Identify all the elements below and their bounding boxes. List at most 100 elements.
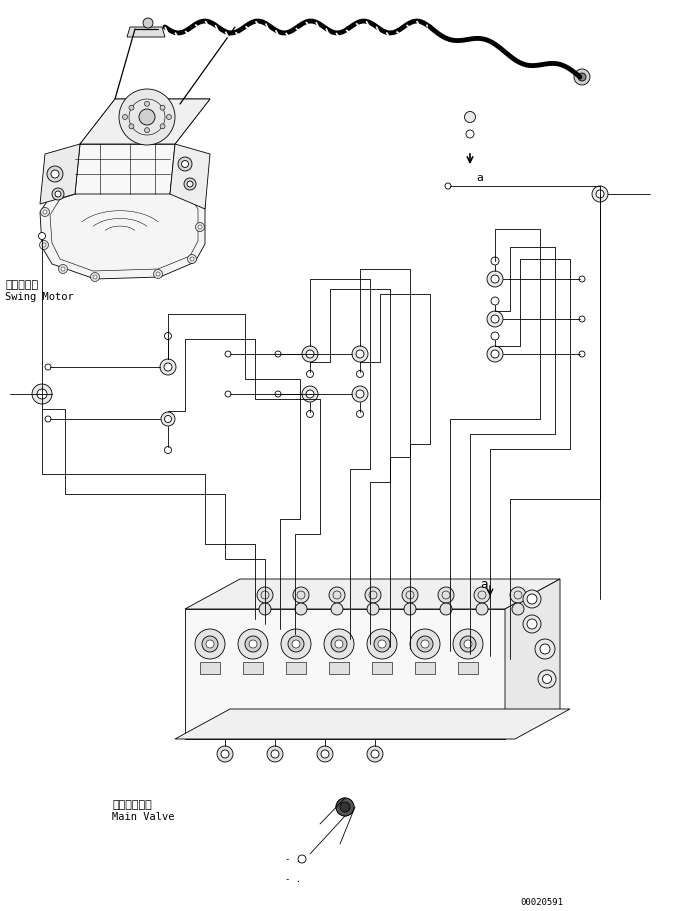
Circle shape [188,255,197,264]
Circle shape [249,640,257,649]
Circle shape [42,244,46,248]
Circle shape [592,187,608,203]
Circle shape [178,158,192,172]
Text: Main Valve: Main Valve [112,811,175,821]
Circle shape [491,315,499,323]
Circle shape [45,416,51,423]
Circle shape [336,798,354,816]
Circle shape [321,750,329,758]
Circle shape [156,185,160,189]
Circle shape [295,603,307,615]
Circle shape [267,746,283,763]
Circle shape [184,179,196,190]
Circle shape [510,588,526,603]
Circle shape [160,106,165,111]
Circle shape [535,640,555,660]
Circle shape [45,364,51,371]
Circle shape [402,588,418,603]
Circle shape [421,640,429,649]
Circle shape [384,726,394,736]
Circle shape [331,603,343,615]
Circle shape [293,588,309,603]
Circle shape [55,192,61,198]
Circle shape [221,750,229,758]
Circle shape [367,630,397,660]
Circle shape [523,590,541,609]
Text: Swing Motor: Swing Motor [5,292,74,302]
Circle shape [540,644,550,654]
Circle shape [491,298,499,306]
Circle shape [190,194,194,198]
Circle shape [317,746,333,763]
Circle shape [445,184,451,189]
Circle shape [579,317,585,322]
Circle shape [212,729,218,733]
Circle shape [543,675,551,684]
Circle shape [202,636,218,652]
Text: 00020591: 00020591 [520,897,563,906]
Circle shape [166,116,171,120]
Circle shape [238,630,268,660]
Circle shape [58,265,68,274]
Text: メインバルブ: メインバルブ [112,799,152,809]
Circle shape [153,271,162,279]
Bar [372,662,392,674]
Circle shape [578,74,586,82]
Circle shape [190,258,194,261]
Circle shape [90,181,99,190]
Circle shape [161,413,175,426]
Circle shape [352,386,368,403]
Text: 旋回モータ: 旋回モータ [5,280,38,290]
Circle shape [182,161,188,169]
Circle shape [527,594,537,604]
Circle shape [160,360,176,375]
Circle shape [195,630,225,660]
Circle shape [40,209,49,217]
Circle shape [40,241,49,251]
Circle shape [275,392,281,397]
Circle shape [579,352,585,358]
Circle shape [52,189,64,200]
Circle shape [440,603,452,615]
Circle shape [271,729,275,733]
Circle shape [491,258,499,266]
Circle shape [271,750,279,758]
Circle shape [139,110,155,126]
Polygon shape [127,28,165,38]
Circle shape [438,588,454,603]
Circle shape [93,276,97,280]
Circle shape [335,640,343,649]
Circle shape [187,182,193,188]
Circle shape [487,312,503,328]
Polygon shape [170,145,210,210]
Circle shape [257,588,273,603]
Bar [243,662,263,674]
Circle shape [90,273,99,282]
Circle shape [365,588,381,603]
Circle shape [119,90,175,146]
Circle shape [210,726,220,736]
Bar [329,662,349,674]
Circle shape [198,226,202,230]
Circle shape [378,640,386,649]
Circle shape [445,729,449,733]
Bar [200,662,220,674]
Circle shape [356,351,364,359]
Circle shape [404,603,416,615]
Circle shape [340,802,350,812]
Circle shape [324,630,354,660]
Circle shape [367,603,379,615]
Circle shape [476,603,488,615]
Circle shape [129,125,134,129]
Circle shape [491,351,499,359]
Polygon shape [80,100,210,145]
Circle shape [259,603,271,615]
Circle shape [466,131,474,138]
Circle shape [217,746,233,763]
Circle shape [340,802,350,812]
Circle shape [453,630,483,660]
Bar [458,662,478,674]
Circle shape [47,167,63,183]
Circle shape [417,636,433,652]
Circle shape [164,363,172,372]
